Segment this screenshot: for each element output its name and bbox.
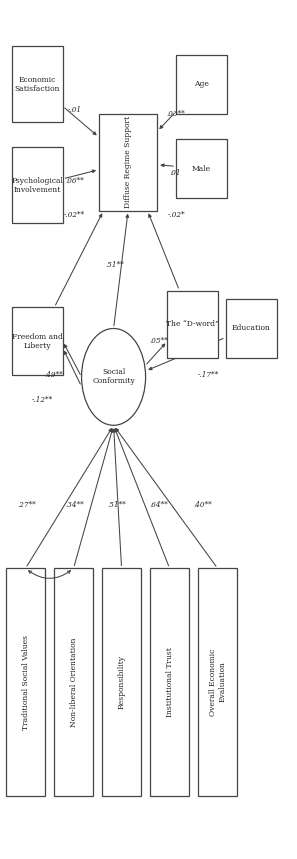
Text: -.01: -.01 xyxy=(67,106,81,113)
Text: .51**: .51** xyxy=(107,502,126,509)
Text: .27**: .27** xyxy=(17,502,36,509)
Bar xyxy=(99,114,157,210)
Text: Age: Age xyxy=(194,81,209,88)
Text: .64**: .64** xyxy=(149,502,168,509)
Bar xyxy=(54,569,93,795)
Ellipse shape xyxy=(82,328,146,425)
Bar xyxy=(12,308,63,375)
Text: .40**: .40** xyxy=(193,502,212,509)
Bar xyxy=(176,55,227,114)
Text: .01: .01 xyxy=(169,168,181,177)
Text: Psychological
Involvement: Psychological Involvement xyxy=(11,177,63,194)
Bar xyxy=(150,569,189,795)
Bar xyxy=(168,290,218,358)
Bar xyxy=(198,569,237,795)
Bar xyxy=(12,46,63,122)
Text: -.17**: -.17** xyxy=(198,371,219,379)
Text: Overall Economic
Evaluation: Overall Economic Evaluation xyxy=(209,649,226,716)
Text: Institutional Trust: Institutional Trust xyxy=(166,647,174,717)
FancyArrowPatch shape xyxy=(29,570,70,578)
Text: .49**: .49** xyxy=(45,371,63,379)
Bar xyxy=(176,139,227,198)
Text: Freedom and
Liberty: Freedom and Liberty xyxy=(12,332,63,350)
Bar xyxy=(226,299,277,358)
Text: Economic
Satisfaction: Economic Satisfaction xyxy=(15,76,60,93)
Text: -.02*: -.02* xyxy=(167,210,185,219)
Text: The “D-word”: The “D-word” xyxy=(166,320,219,328)
Text: .06**: .06** xyxy=(65,177,84,186)
Text: Traditional Social Values: Traditional Social Values xyxy=(21,635,29,729)
Bar xyxy=(6,569,45,795)
Text: .51**: .51** xyxy=(106,261,124,270)
Text: Social
Conformity: Social Conformity xyxy=(92,369,135,386)
Text: Education: Education xyxy=(232,325,271,332)
Text: .03**: .03** xyxy=(167,110,186,118)
Bar xyxy=(102,569,141,795)
Text: Responsibility: Responsibility xyxy=(118,655,126,709)
Text: Diffuse Regime Support: Diffuse Regime Support xyxy=(124,116,132,208)
Text: Non-liberal Orientation: Non-liberal Orientation xyxy=(69,637,78,727)
Text: .34**: .34** xyxy=(65,502,84,509)
Text: -.12**: -.12** xyxy=(32,396,53,404)
Text: .05**: .05** xyxy=(149,337,168,345)
Text: Male: Male xyxy=(192,165,211,173)
Bar xyxy=(12,148,63,223)
Text: -.02**: -.02** xyxy=(64,210,85,219)
